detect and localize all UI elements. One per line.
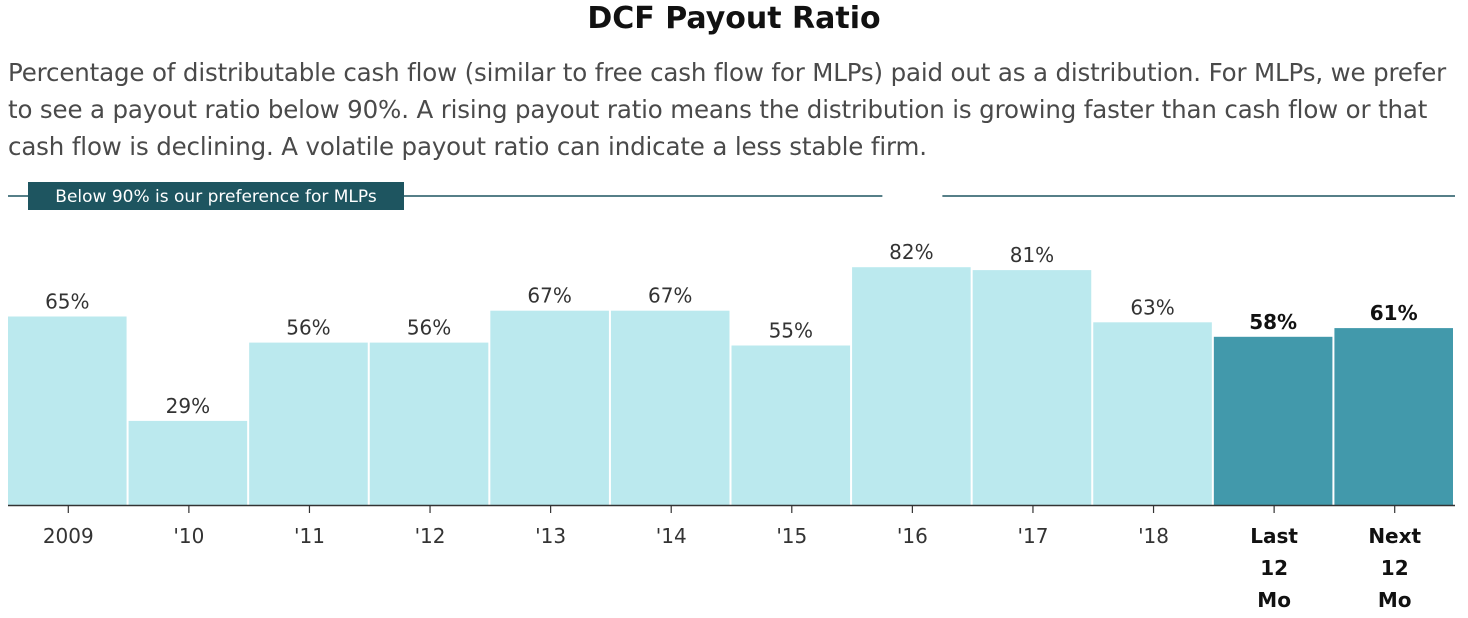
bar bbox=[1334, 328, 1453, 505]
x-tick-label: '14 bbox=[656, 524, 687, 548]
bar bbox=[610, 310, 730, 505]
bar bbox=[128, 420, 248, 505]
bar bbox=[249, 342, 368, 505]
x-tick-label: Next 12 Mo bbox=[1368, 524, 1421, 612]
data-label: 67% bbox=[527, 284, 571, 308]
x-tick-label: 2009 bbox=[43, 524, 94, 548]
bar bbox=[852, 267, 971, 505]
data-label: 56% bbox=[407, 316, 451, 340]
data-label: 67% bbox=[648, 284, 692, 308]
data-label: 65% bbox=[45, 290, 89, 314]
x-tick-label: '17 bbox=[1017, 524, 1048, 548]
x-tick-label: '16 bbox=[897, 524, 928, 548]
data-label: 29% bbox=[166, 394, 210, 418]
bar bbox=[731, 345, 851, 505]
x-tick-label: '11 bbox=[294, 524, 325, 548]
x-tick-label: '15 bbox=[776, 524, 807, 548]
bar bbox=[972, 270, 1092, 505]
data-label: 55% bbox=[769, 319, 813, 343]
x-tick-label: '13 bbox=[535, 524, 566, 548]
bar bbox=[8, 316, 127, 505]
data-label: 61% bbox=[1370, 301, 1418, 325]
data-label: 81% bbox=[1010, 243, 1054, 267]
data-label: 56% bbox=[286, 316, 330, 340]
bar bbox=[490, 310, 609, 505]
chart-title: DCF Payout Ratio bbox=[587, 1, 881, 36]
x-tick-label: '12 bbox=[415, 524, 446, 548]
chart-subtitle: Percentage of distributable cash flow (s… bbox=[8, 58, 1447, 161]
data-label: 58% bbox=[1249, 310, 1297, 334]
bar bbox=[369, 342, 489, 505]
x-tick-label: Last 12 Mo bbox=[1250, 524, 1298, 612]
reference-label: Below 90% is our preference for MLPs bbox=[55, 187, 377, 207]
data-label: 82% bbox=[889, 240, 933, 264]
data-label: 63% bbox=[1130, 295, 1174, 319]
bar bbox=[1213, 336, 1333, 505]
x-tick-label: '10 bbox=[173, 524, 204, 548]
reference-label-box bbox=[28, 182, 404, 210]
bar bbox=[1093, 322, 1212, 505]
x-tick-label: '18 bbox=[1138, 524, 1169, 548]
